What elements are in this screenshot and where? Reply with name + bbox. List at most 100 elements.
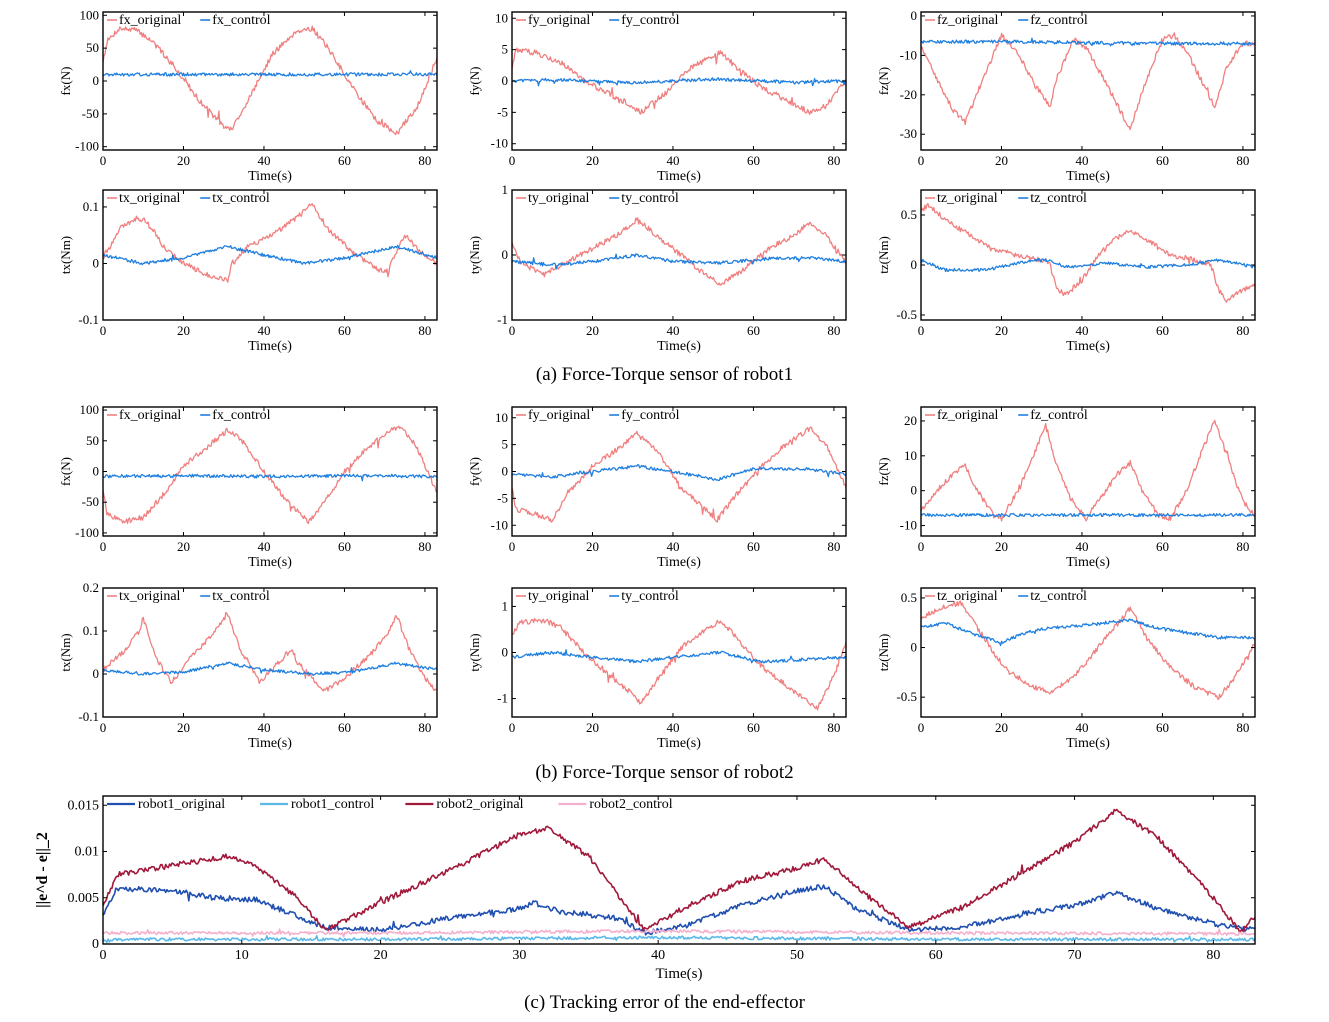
x-tick-label: 20 [586, 539, 599, 554]
series-line-fz-original [921, 419, 1255, 522]
series-line-robot2-original [103, 808, 1255, 934]
legend: tx_original tx_control [107, 589, 270, 604]
x-tick-label: 80 [418, 539, 431, 554]
caption-robot2: (b) Force-Torque sensor of robot2 [535, 762, 794, 783]
legend-label: tz_original [937, 191, 998, 206]
series-line-robot2-control [103, 928, 1255, 938]
x-axis-label: Time(s) [1066, 555, 1110, 570]
legend-label: fy_original [528, 408, 590, 423]
y-tick-label: 5 [502, 437, 509, 452]
chart-r1-tz: 0 20 40 60 800.50-0.5Time(s)tz(Nm)tz_origina… [876, 189, 1256, 354]
y-tick-label: 0.5 [901, 590, 917, 605]
y-tick-label: 0.1 [83, 199, 99, 214]
x-axis-label: Time(s) [656, 966, 703, 982]
series-line-ty-original [512, 217, 846, 286]
y-tick-label: 10 [495, 410, 508, 425]
chart-r2-tx: 0 20 40 60 800.20.10-0.1Time(s)tx(Nm)tx_orig… [58, 580, 438, 751]
legend-label: fz_original [937, 408, 999, 423]
y-axis-label: fz(N) [876, 457, 891, 485]
plot-area [921, 202, 1255, 303]
legend-label: robot1_original [138, 797, 225, 812]
chart-r2-tz: 0 20 40 60 80 0.5 0 -0.5 Time(s) tz(Nm) tz_origina… [876, 587, 1256, 751]
x-tick-label: 0 [918, 539, 925, 554]
series-line-tz-control [921, 257, 1255, 273]
legend-label: tx_control [212, 589, 270, 604]
axes-frame [102, 406, 438, 537]
series-line-fz-original [921, 32, 1255, 131]
x-tick-label: 40 [666, 539, 679, 554]
x-axis-label: Time(s) [1066, 339, 1110, 354]
y-axis-label: tz(Nm) [876, 236, 891, 274]
axes-frame [511, 189, 847, 321]
y-tick-label: -50 [82, 494, 99, 509]
legend-label: fx_original [119, 408, 181, 423]
y-tick-label: -0.1 [78, 709, 99, 724]
caption-tracking: (c) Tracking error of the end-effector [524, 992, 805, 1013]
y-tick-label: 1 [502, 598, 509, 613]
x-tick-label: 80 [418, 720, 431, 735]
y-tick-label: -0.1 [78, 312, 99, 327]
y-axis-label: tx(Nm) [58, 236, 73, 274]
x-tick-label: 20 [995, 153, 1008, 168]
x-tick-label: 80 [418, 153, 431, 168]
x-tick-label: 60 [747, 323, 760, 338]
y-tick-label: -1 [497, 691, 508, 706]
x-tick-label: 40 [1075, 720, 1088, 735]
y-tick-label: -100 [75, 139, 99, 154]
y-tick-label: 50 [86, 40, 99, 55]
legend-label: fx_original [119, 13, 181, 28]
series-line-ty-control [512, 649, 846, 664]
axes-frame [511, 587, 847, 718]
x-tick-label: 0 [918, 323, 925, 338]
legend: tz_original tz_control [925, 589, 1087, 604]
x-axis-label: Time(s) [1066, 169, 1110, 184]
x-tick-label: 0 [100, 323, 107, 338]
chart-r1-tx: 0 20 40 60 800.10-0.1Time(s)tx(Nm)tx_origina… [58, 189, 438, 354]
x-tick-label: 40 [651, 948, 665, 963]
x-tick-label: 80 [827, 153, 840, 168]
series-line-tx-original [103, 203, 437, 283]
series-line-tz-original [921, 202, 1255, 303]
legend: ty_original ty_control [516, 589, 679, 604]
y-tick-label: 0 [911, 257, 918, 272]
x-tick-label: 40 [1075, 153, 1088, 168]
x-tick-label: 20 [177, 153, 190, 168]
series-line-fz-control [921, 512, 1255, 518]
y-tick-label: 0 [911, 640, 918, 655]
x-tick-label: 20 [177, 720, 190, 735]
y-axis-label: fz(N) [876, 67, 891, 95]
x-axis-label: Time(s) [248, 736, 292, 751]
x-tick-label: 60 [1156, 323, 1169, 338]
y-tick-label: -10 [900, 47, 917, 62]
x-tick-label: 0 [509, 323, 516, 338]
series-line-fy-control [512, 464, 846, 482]
axes-frame [102, 11, 438, 151]
y-tick-label: 100 [80, 7, 100, 22]
x-tick-label: 40 [666, 153, 679, 168]
legend-label: robot1_control [291, 797, 374, 812]
y-tick-label: 0 [502, 464, 509, 479]
x-tick-label: 60 [338, 539, 351, 554]
x-tick-label: 60 [338, 153, 351, 168]
x-tick-label: 70 [1068, 948, 1082, 963]
y-tick-label: 0 [502, 645, 509, 660]
x-tick-label: 60 [1156, 153, 1169, 168]
axes-frame [920, 587, 1256, 718]
y-tick-label: 0 [93, 666, 100, 681]
y-axis-label: fx(N) [58, 457, 73, 486]
series-line-tz-original [921, 600, 1255, 700]
series-line-fx-original [103, 425, 437, 525]
axes-frame [102, 189, 438, 321]
legend: tz_original tz_control [925, 191, 1087, 206]
series-line-tx-control [103, 661, 437, 677]
x-tick-label: 40 [257, 153, 270, 168]
y-tick-label: 0 [502, 247, 509, 262]
chart-r2-fx: 0 20 40 60 80 100 50 0 -50 -100 Time(s) fx(N) fx_ori… [58, 402, 438, 570]
axes-frame [920, 406, 1256, 537]
y-tick-label: -5 [497, 104, 508, 119]
axes-frame [102, 587, 438, 718]
chart-r2-fy: 0 20 40 60 80 10 5 0 -5 -10 Time(s) fy(N) fy_origina… [467, 406, 847, 570]
x-tick-label: 0 [509, 153, 516, 168]
legend: ty_original ty_control [516, 191, 679, 206]
